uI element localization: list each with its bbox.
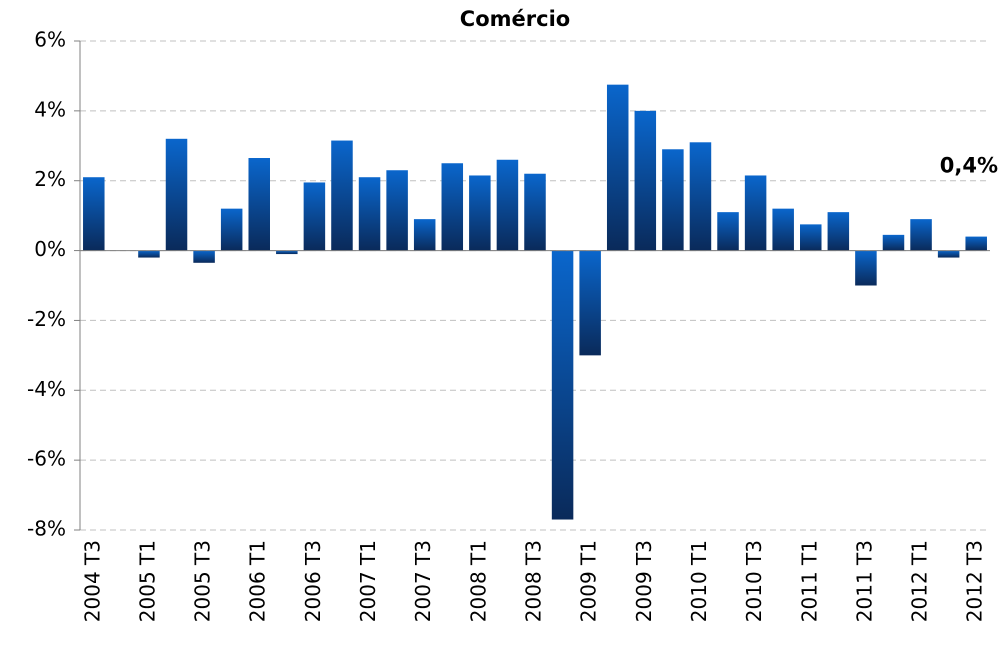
y-tick-label: 2%	[34, 167, 66, 191]
x-tick-label: 2008 T1	[466, 540, 490, 622]
x-tick-label: 2009 T3	[632, 540, 656, 622]
bar	[965, 236, 987, 251]
y-tick-label: -2%	[27, 307, 66, 331]
bar	[138, 250, 160, 258]
y-tick-label: 0%	[34, 237, 66, 261]
x-tick-label: 2011 T1	[797, 540, 821, 622]
bar	[413, 219, 436, 251]
bar	[303, 182, 326, 251]
bar	[193, 250, 215, 263]
y-tick-label: 6%	[34, 28, 66, 52]
bar	[606, 84, 629, 251]
y-tick-label: -4%	[27, 377, 66, 401]
x-tick-label: 2012 T3	[963, 540, 987, 622]
x-tick-label: 2005 T1	[135, 540, 159, 622]
bar	[579, 250, 601, 356]
bar	[441, 163, 464, 251]
x-tick-label: 2008 T3	[522, 540, 546, 622]
x-tick-label: 2011 T3	[852, 540, 876, 622]
bar	[662, 149, 684, 251]
bar	[496, 159, 519, 251]
x-tick-label: 2010 T1	[687, 540, 711, 622]
bar	[800, 224, 822, 251]
x-tick-label: 2012 T1	[908, 540, 932, 622]
x-tick-label: 2010 T3	[742, 540, 766, 622]
bar	[469, 175, 491, 251]
y-tick-label: -8%	[27, 517, 66, 541]
bar	[276, 250, 298, 255]
x-tick-label: 2006 T3	[301, 540, 325, 622]
x-tick-label: 2007 T3	[411, 540, 435, 622]
bar	[772, 208, 794, 251]
bar	[855, 250, 877, 286]
bar	[717, 212, 739, 251]
x-tick-label: 2006 T1	[246, 540, 270, 622]
bar	[937, 250, 960, 258]
x-tick-label: 2009 T1	[577, 540, 601, 622]
bar	[331, 140, 353, 251]
y-tick-label: -6%	[27, 447, 66, 471]
chart-title: Comércio	[460, 7, 570, 31]
bar	[910, 219, 932, 251]
bar	[165, 138, 188, 251]
bar	[83, 177, 105, 251]
bar	[220, 208, 243, 251]
x-tick-label: 2004 T3	[80, 540, 104, 622]
bar	[827, 212, 850, 251]
bar	[689, 142, 712, 251]
bar	[882, 234, 905, 251]
bar	[744, 175, 767, 251]
bar	[386, 170, 408, 251]
bar	[634, 110, 657, 251]
bar	[524, 173, 546, 251]
x-tick-label: 2007 T1	[356, 540, 380, 622]
bar	[358, 177, 381, 251]
y-tick-label: 4%	[34, 97, 66, 121]
value-label: 0,4%	[940, 154, 998, 178]
x-tick-label: 2005 T3	[191, 540, 215, 622]
bar	[248, 158, 270, 251]
bar	[551, 250, 574, 520]
